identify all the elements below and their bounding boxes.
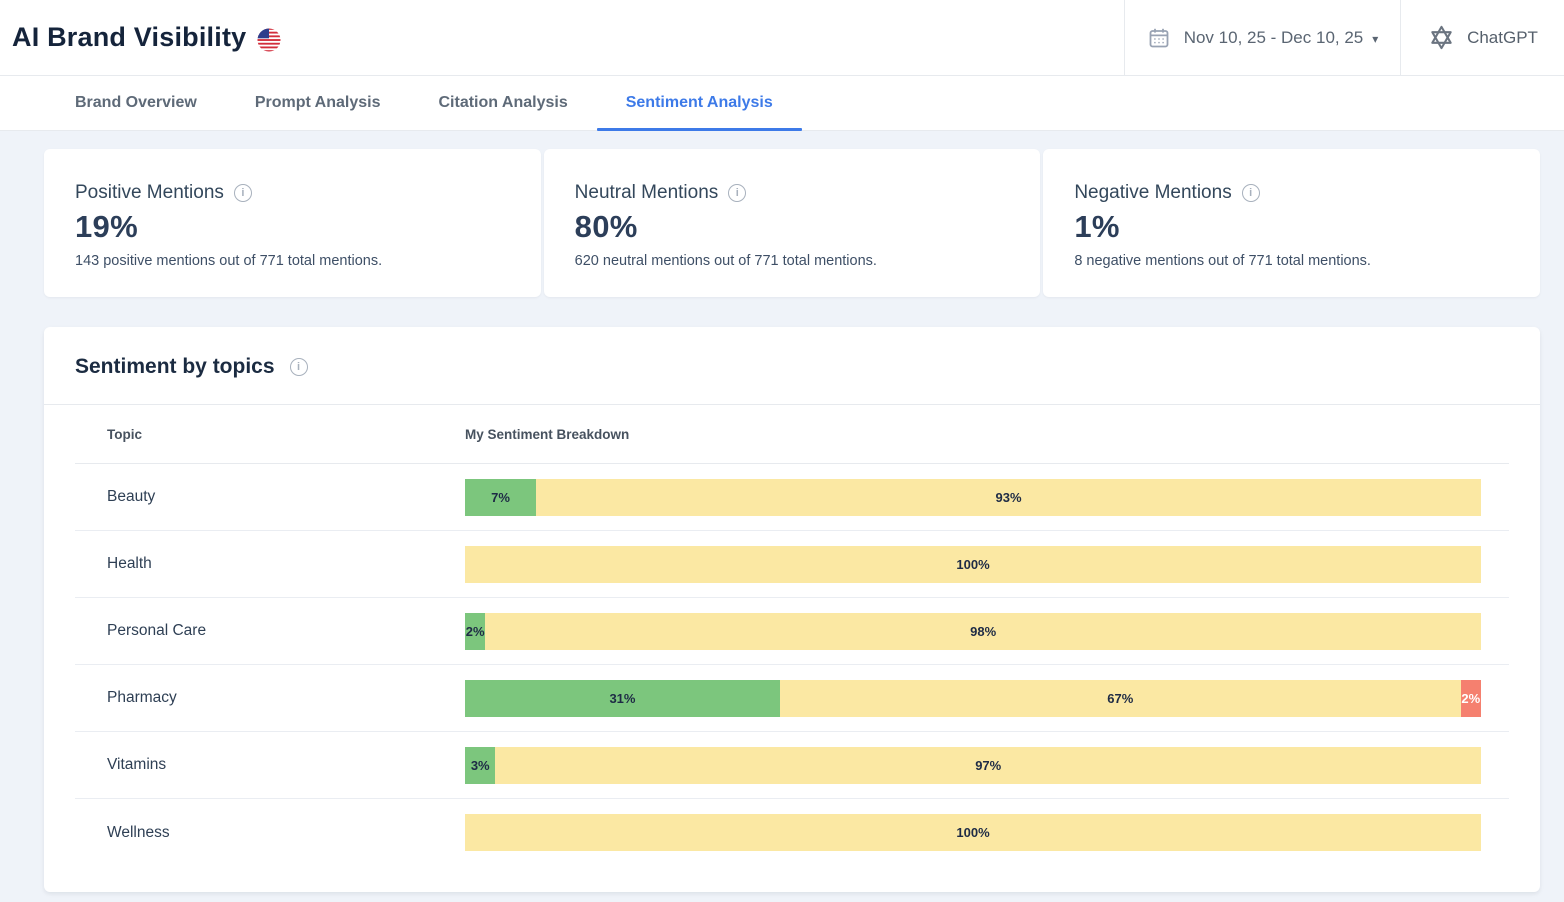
page-title-wrap: AI Brand Visibility	[0, 0, 1124, 75]
neutral-segment: 67%	[779, 679, 1461, 717]
bar-cell: 7% 93%	[465, 478, 1509, 516]
sentiment-by-topics-header: Sentiment by topics i	[44, 327, 1540, 405]
bar-cell: 2% 98%	[465, 612, 1509, 650]
table-row: Personal Care 2% 98%	[75, 598, 1509, 665]
table-row: Wellness 100%	[75, 799, 1509, 866]
neutral-mentions-card: Neutral Mentions i 80% 620 neutral menti…	[543, 149, 1041, 297]
content-area: Positive Mentions i 19% 143 positive men…	[0, 131, 1564, 892]
column-header-topic: Topic	[107, 426, 142, 442]
sentiment-bar: 3% 97%	[465, 746, 1481, 784]
info-icon[interactable]: i	[1241, 184, 1260, 202]
topic-label: Pharmacy	[107, 689, 177, 706]
calendar-icon	[1147, 26, 1171, 50]
info-icon[interactable]: i	[289, 358, 308, 376]
positive-mentions-value: 19%	[75, 209, 138, 244]
negative-mentions-title: Negative Mentions	[1074, 182, 1232, 203]
neutral-segment: 100%	[465, 814, 1481, 851]
negative-mentions-card: Negative Mentions i 1% 8 negative mentio…	[1043, 149, 1540, 297]
sentiment-bar: 100%	[465, 814, 1481, 851]
neutral-segment: 97%	[495, 746, 1481, 784]
neutral-segment-label: 67%	[1107, 690, 1134, 706]
app-header: AI Brand Visibility	[0, 0, 1564, 76]
tab-brand-overview[interactable]: Brand Overview	[75, 94, 197, 111]
neutral-segment: 98%	[485, 612, 1481, 650]
sentiment-by-topics-card: Sentiment by topics i Topic My Sentiment…	[44, 327, 1540, 892]
column-header-breakdown: My Sentiment Breakdown	[465, 426, 630, 442]
positive-segment: 7%	[465, 478, 537, 516]
negative-segment-label: 2%	[1461, 690, 1481, 706]
tab-citation-analysis[interactable]: Citation Analysis	[438, 94, 568, 111]
sentiment-bar: 100%	[465, 545, 1481, 583]
sentiment-bar: 31% 67% 2%	[465, 679, 1481, 717]
positive-mentions-title: Positive Mentions	[75, 182, 224, 203]
sentiment-by-topics-title: Sentiment by topics	[75, 355, 275, 378]
positive-segment-label: 7%	[491, 489, 510, 505]
chatgpt-logo-icon	[1427, 23, 1456, 52]
tab-sentiment-analysis[interactable]: Sentiment Analysis	[596, 76, 802, 131]
positive-segment-label: 3%	[470, 757, 490, 773]
bar-cell: 100%	[465, 545, 1509, 583]
negative-mentions-description: 8 negative mentions out of 771 total men…	[1074, 253, 1371, 269]
positive-segment-label: 31%	[609, 690, 636, 706]
topic-label: Vitamins	[107, 756, 167, 773]
neutral-mentions-value: 80%	[574, 209, 638, 244]
positive-segment: 3%	[465, 746, 496, 784]
positive-segment: 31%	[465, 679, 780, 717]
table-row: Vitamins 3% 97%	[75, 732, 1509, 799]
sentiment-bar: 2% 98%	[465, 612, 1481, 650]
positive-segment: 2%	[465, 612, 486, 650]
topic-label: Wellness	[107, 823, 170, 841]
date-range-label: Nov 10, 25 - Dec 10, 25	[1183, 27, 1364, 47]
table-row: Beauty 7% 93%	[75, 464, 1509, 531]
negative-segment: 2%	[1460, 679, 1481, 717]
bar-cell: 100%	[465, 814, 1509, 851]
topic-label: Personal Care	[107, 622, 207, 639]
neutral-segment-label: 93%	[995, 489, 1022, 505]
neutral-segment-label: 98%	[970, 623, 997, 639]
stats-row: Positive Mentions i 19% 143 positive men…	[44, 149, 1540, 297]
chevron-down-icon: ▾	[1372, 31, 1379, 46]
positive-segment-label: 2%	[465, 623, 485, 639]
topics-table-body: Beauty 7% 93% Health 100% Personal Care 2…	[75, 464, 1509, 866]
negative-mentions-value: 1%	[1074, 209, 1120, 244]
topic-label: Health	[107, 555, 152, 572]
us-flag-icon	[257, 27, 281, 52]
bar-cell: 3% 97%	[465, 746, 1509, 784]
model-selector[interactable]: ChatGPT	[1400, 0, 1564, 75]
positive-mentions-card: Positive Mentions i 19% 143 positive men…	[44, 149, 541, 297]
neutral-segment-label: 97%	[975, 757, 1002, 773]
model-label: ChatGPT	[1467, 27, 1538, 47]
topics-table-header: Topic My Sentiment Breakdown	[75, 405, 1509, 464]
neutral-segment-label: 100%	[956, 825, 990, 840]
page-title: AI Brand Visibility	[12, 22, 247, 52]
info-icon[interactable]: i	[233, 184, 252, 202]
bar-cell: 31% 67% 2%	[465, 679, 1509, 717]
neutral-mentions-description: 620 neutral mentions out of 771 total me…	[574, 253, 877, 269]
neutral-segment: 93%	[536, 478, 1481, 516]
positive-mentions-description: 143 positive mentions out of 771 total m…	[75, 253, 383, 269]
sentiment-bar: 7% 93%	[465, 478, 1481, 516]
neutral-segment: 100%	[465, 545, 1481, 583]
tab-bar: Brand Overview Prompt Analysis Citation …	[0, 76, 1564, 131]
date-range-picker[interactable]: Nov 10, 25 - Dec 10, 25 ▾	[1124, 0, 1400, 75]
table-row: Pharmacy 31% 67% 2%	[75, 665, 1509, 732]
tab-prompt-analysis[interactable]: Prompt Analysis	[254, 94, 381, 111]
neutral-mentions-title: Neutral Mentions	[574, 182, 719, 203]
table-row: Health 100%	[75, 531, 1509, 598]
info-icon[interactable]: i	[728, 184, 747, 202]
topic-label: Beauty	[107, 488, 156, 505]
topics-table: Topic My Sentiment Breakdown Beauty 7% 93…	[75, 405, 1509, 866]
neutral-segment-label: 100%	[956, 556, 990, 572]
